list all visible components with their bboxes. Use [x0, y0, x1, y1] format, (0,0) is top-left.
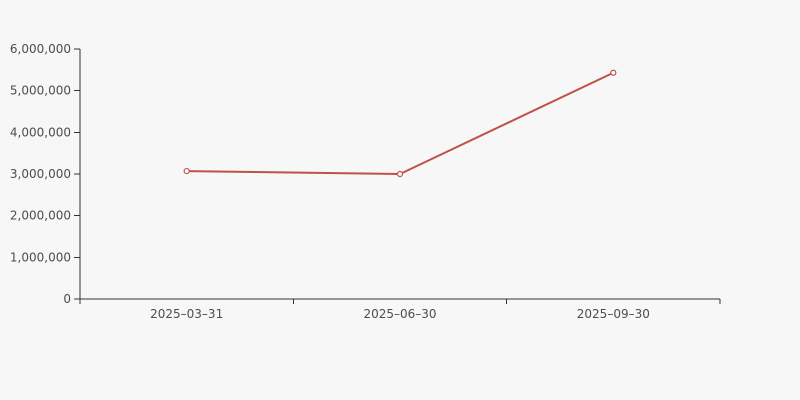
x-axis-tick-label: 2025–06–30: [363, 307, 436, 321]
y-axis-tick-label: 3,000,000: [10, 167, 71, 181]
data-point-marker: [396, 170, 404, 178]
series-line: [185, 71, 615, 175]
y-axis-tick-label: 6,000,000: [10, 42, 71, 56]
x-axis-tick-label: 2025–03–31: [150, 307, 223, 321]
y-axis-tick-label: 2,000,000: [10, 209, 71, 223]
x-axis-tick-label: 2025–09–30: [577, 307, 650, 321]
y-axis-tick-label: 1,000,000: [10, 250, 71, 264]
y-axis-tick-label: 5,000,000: [10, 84, 71, 98]
data-point-marker: [610, 69, 617, 76]
data-point-marker: [183, 167, 190, 175]
y-axis-tick-label: 4,000,000: [10, 125, 71, 139]
y-axis-tick-label: 0: [63, 292, 71, 306]
